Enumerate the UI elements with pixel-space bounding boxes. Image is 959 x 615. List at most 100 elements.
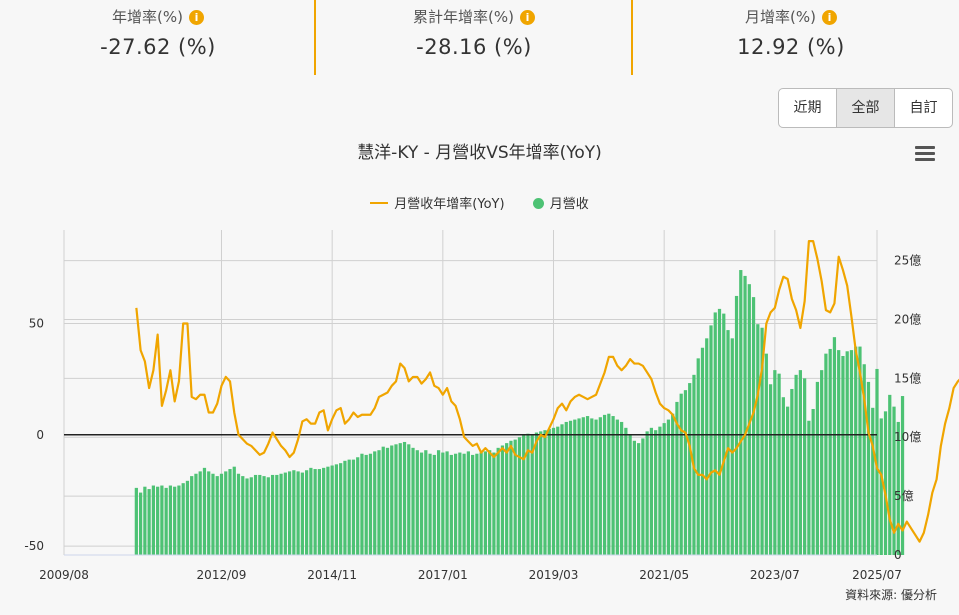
x-tick-label: 2014/11 (307, 568, 357, 582)
range-all-button[interactable]: 全部 (837, 89, 895, 127)
revenue-bar (530, 434, 534, 555)
revenue-bar (675, 401, 679, 555)
revenue-bar (683, 390, 688, 555)
revenue-bar (590, 418, 594, 555)
revenue-bar (556, 426, 560, 555)
revenue-bar (202, 467, 207, 555)
revenue-bar (343, 460, 347, 555)
info-icon[interactable]: i (188, 10, 204, 25)
revenue-bar (364, 454, 368, 555)
revenue-bar (198, 471, 202, 555)
legend-dot-swatch (532, 198, 544, 209)
revenue-bar (837, 350, 841, 555)
revenue-bar (381, 446, 385, 555)
revenue-bar (428, 453, 432, 555)
revenue-bar (743, 275, 747, 555)
revenue-bar (305, 470, 309, 555)
revenue-bar (747, 284, 751, 555)
revenue-bar (637, 443, 641, 555)
revenue-bar (709, 325, 713, 555)
revenue-bar (700, 347, 705, 555)
revenue-bar (854, 346, 858, 555)
stat-value: -28.16 (%) (416, 35, 532, 59)
revenue-bar (641, 438, 645, 555)
revenue-bar (573, 419, 577, 555)
revenue-bar (781, 397, 785, 555)
revenue-bar (415, 450, 419, 555)
revenue-bar (266, 477, 270, 555)
x-tick-label: 2019/03 (529, 568, 579, 582)
revenue-bar (419, 452, 424, 555)
revenue-bar (628, 434, 632, 555)
revenue-bar (194, 473, 198, 555)
revenue-bar (262, 476, 266, 555)
revenue-bar (296, 471, 300, 555)
legend-item-revenue[interactable]: 月營收 (532, 193, 589, 212)
revenue-bar (602, 414, 607, 555)
revenue-bar (900, 396, 905, 555)
revenue-bar (888, 394, 892, 555)
info-icon[interactable]: i (519, 10, 535, 25)
revenue-bar (479, 452, 483, 555)
revenue-bar (492, 452, 496, 555)
revenue-bar (505, 443, 509, 555)
revenue-bar (215, 476, 219, 555)
revenue-bar (815, 381, 820, 555)
revenue-bar (807, 420, 811, 555)
revenue-bar (496, 447, 500, 555)
revenue-bar (679, 393, 683, 555)
revenue-bar (517, 437, 522, 555)
revenue-bar (241, 476, 245, 555)
range-custom-button[interactable]: 自訂 (909, 100, 938, 116)
revenue-bar (811, 408, 815, 555)
revenue-bar (258, 474, 262, 555)
revenue-bar (892, 406, 896, 555)
revenue-bar (654, 430, 658, 555)
y-right-tick-label: 0 (894, 548, 902, 562)
revenue-bar (356, 457, 360, 555)
stat-label: 年增率(%) (112, 8, 183, 26)
x-tick-label: 2017/01 (418, 568, 468, 582)
revenue-bar (786, 406, 790, 555)
y-right-tick-label: 10億 (894, 430, 921, 444)
stat-cumulative-yoy: 累計年增率(%) i -28.16 (%) (316, 0, 632, 75)
revenue-bar (462, 453, 466, 555)
revenue-bar (164, 487, 168, 555)
revenue-bar (475, 453, 479, 555)
revenue-bar (334, 464, 339, 555)
revenue-bar (253, 474, 258, 555)
revenue-bar (287, 471, 292, 555)
legend-item-yoy[interactable]: 月營收年增率(YoY) (370, 193, 505, 212)
hamburger-menu-icon[interactable] (915, 146, 935, 164)
revenue-bar (777, 373, 781, 555)
revenue-bar (734, 295, 739, 555)
revenue-bar (398, 443, 402, 555)
revenue-bar (739, 270, 743, 555)
revenue-bar (402, 441, 407, 555)
revenue-bar (283, 472, 287, 555)
y-right-tick-label: 5億 (894, 489, 914, 503)
revenue-bar (594, 419, 598, 555)
revenue-bar (411, 447, 415, 555)
revenue-bar (662, 423, 666, 555)
revenue-bar (245, 478, 249, 555)
revenue-bar (147, 489, 151, 555)
legend-label: 月營收年增率(YoY) (394, 197, 505, 212)
revenue-bar (168, 485, 173, 555)
revenue-bar (432, 454, 436, 555)
revenue-bar (543, 430, 547, 555)
revenue-bar (658, 426, 662, 555)
revenue-bar (730, 338, 734, 555)
revenue-bar (803, 378, 807, 555)
revenue-bar (696, 358, 700, 555)
stat-value: 12.92 (%) (737, 35, 845, 59)
revenue-bar (568, 420, 573, 555)
revenue-bar (883, 411, 888, 555)
revenue-bar (871, 407, 875, 555)
revenue-bar (513, 439, 517, 555)
revenue-bar (896, 421, 900, 555)
info-icon[interactable]: i (821, 10, 837, 25)
range-recent-button[interactable]: 近期 (779, 89, 837, 127)
legend-line-swatch (370, 202, 389, 204)
revenue-bar (190, 476, 194, 555)
